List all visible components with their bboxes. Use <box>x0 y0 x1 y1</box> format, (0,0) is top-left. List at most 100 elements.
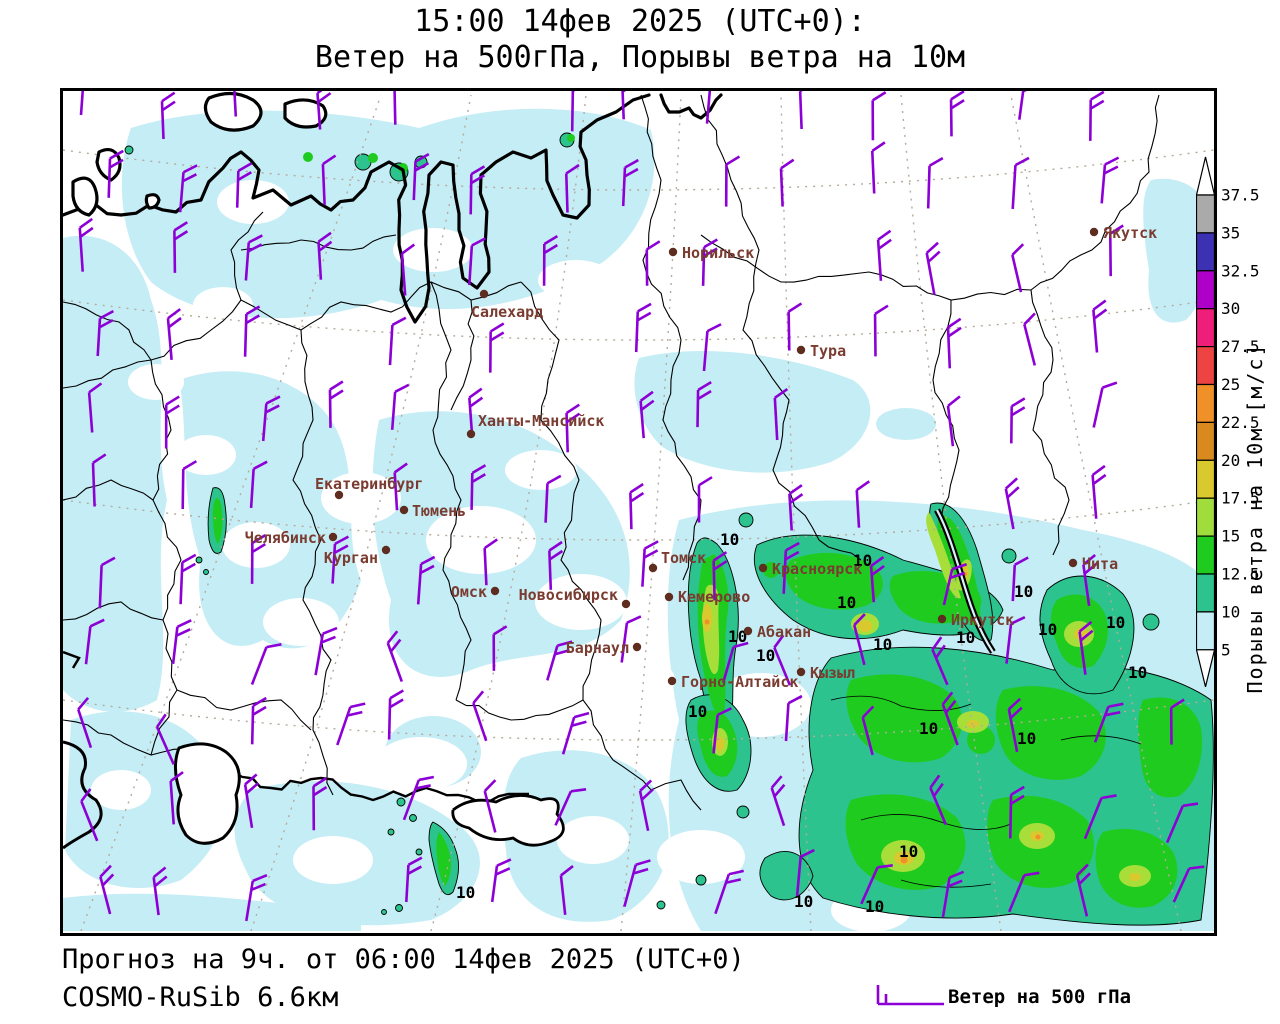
wind-barb <box>638 779 654 832</box>
wind-barb <box>926 157 944 209</box>
wind-barb <box>544 474 562 523</box>
region-border <box>818 539 862 561</box>
wind-barb <box>873 304 889 357</box>
wind-barb <box>1009 785 1025 839</box>
colorbar-arrow-down <box>1196 649 1216 687</box>
wind-barb <box>1172 865 1205 903</box>
wind-barb <box>623 859 651 907</box>
city-dot <box>1068 558 1078 568</box>
wind-barb <box>164 395 180 449</box>
gust-contour-label: 10 <box>756 646 775 665</box>
caspian-coast <box>63 740 103 850</box>
wind-barb <box>393 462 408 511</box>
wind-barb <box>1011 556 1029 602</box>
gust-contour-label: 10 <box>688 702 707 721</box>
wind-barb <box>697 476 713 523</box>
wind-barb <box>620 91 636 120</box>
colorbar-tick-label: 37.5 <box>1221 186 1260 205</box>
wind-barb <box>390 383 410 430</box>
wind-barb <box>87 382 103 433</box>
colorbar-tick-label: 15 <box>1221 527 1240 546</box>
wind-barb <box>1075 863 1091 917</box>
wind-barb <box>412 153 430 201</box>
wind-barb <box>621 158 639 207</box>
wind-barb <box>250 696 267 745</box>
wind-barb <box>244 234 263 281</box>
region-border <box>700 94 1160 301</box>
wind-barb <box>316 91 332 130</box>
wind-legend-label: Ветер на 500 гПа <box>948 986 1132 1008</box>
region-border <box>63 211 264 389</box>
wind-barb <box>483 779 497 833</box>
wind-barb <box>250 643 282 685</box>
colorbar-tick-label: 20 <box>1221 451 1240 470</box>
colorbar-band <box>1196 308 1216 348</box>
wind-barb <box>1005 616 1026 664</box>
colorbar-band <box>1196 194 1216 234</box>
wind-barb <box>548 540 564 590</box>
wind-barb <box>701 238 718 286</box>
wind-barb <box>941 870 965 918</box>
wind-barb <box>152 866 168 916</box>
wind-barb <box>155 713 175 765</box>
wind-barb <box>855 480 871 528</box>
wind-barb <box>860 864 893 905</box>
colorbar-tick-label: 27.5 <box>1221 337 1260 356</box>
wind-barb <box>321 154 337 205</box>
wind-barb <box>336 702 366 746</box>
gust-contour-label: 10 <box>873 635 892 654</box>
city-dot <box>1089 227 1099 237</box>
gust-contour-label: 10 <box>1038 620 1057 639</box>
contour-labels: 10 10 10 10 10 10 10 10 10 10 10 10 10 10 10 10 10 10 <box>456 530 1147 916</box>
wind-barb <box>387 689 404 740</box>
wind-barb <box>1023 312 1037 366</box>
wind-barb <box>178 164 198 213</box>
wind-barb <box>705 91 712 124</box>
forecast-info: Прогноз на 9ч. от 06:00 14фев 2025 (UTC+… <box>62 944 745 975</box>
wind-barb <box>1169 698 1185 745</box>
city-dot <box>381 545 391 555</box>
wind-barb <box>250 534 267 584</box>
city-label: Кызыл <box>810 664 855 682</box>
wind-barb <box>388 316 407 366</box>
wind-barb <box>1078 620 1094 675</box>
wind-barb <box>1093 702 1124 743</box>
wind-barb <box>179 553 197 605</box>
wind-barb <box>492 625 508 671</box>
colorbar-arrow-up <box>1196 156 1216 196</box>
region-border <box>932 299 960 521</box>
gust-contour-label: 10 <box>853 551 872 570</box>
wind-barb <box>317 231 333 280</box>
city-dot <box>328 532 338 542</box>
wind-barb <box>946 317 962 369</box>
city-markers: Норильск Якутск Салехард Тура Ханты-Мансийск… <box>245 224 1157 691</box>
arctic-coastline <box>63 93 651 324</box>
aral-sea <box>174 742 241 845</box>
wind-barb <box>1082 553 1098 606</box>
city-label: Тура <box>810 342 846 360</box>
wind-barb <box>870 141 886 194</box>
wind-barb <box>861 705 875 756</box>
wind-barb <box>639 390 655 439</box>
wind-barb <box>99 864 115 915</box>
city-dot <box>796 345 806 355</box>
gust-contour-label: 10 <box>794 892 813 911</box>
city-dot <box>664 592 674 602</box>
city-dot <box>667 676 677 686</box>
wind-barb <box>929 774 947 826</box>
wind-barb <box>1010 397 1026 444</box>
wind-barb <box>1100 156 1120 204</box>
wind-barb <box>331 535 350 584</box>
lakes <box>63 508 996 850</box>
wind-barb <box>1011 243 1025 293</box>
colorbar-tick-label: 35 <box>1221 223 1240 242</box>
wind-barb <box>181 460 198 510</box>
region-border <box>1030 289 1070 556</box>
island <box>283 98 328 129</box>
wind-barb <box>795 848 815 897</box>
city-dot <box>648 563 658 573</box>
wind-barb <box>641 540 659 587</box>
lake-balkhash <box>451 794 565 847</box>
wind-barb <box>561 711 590 755</box>
